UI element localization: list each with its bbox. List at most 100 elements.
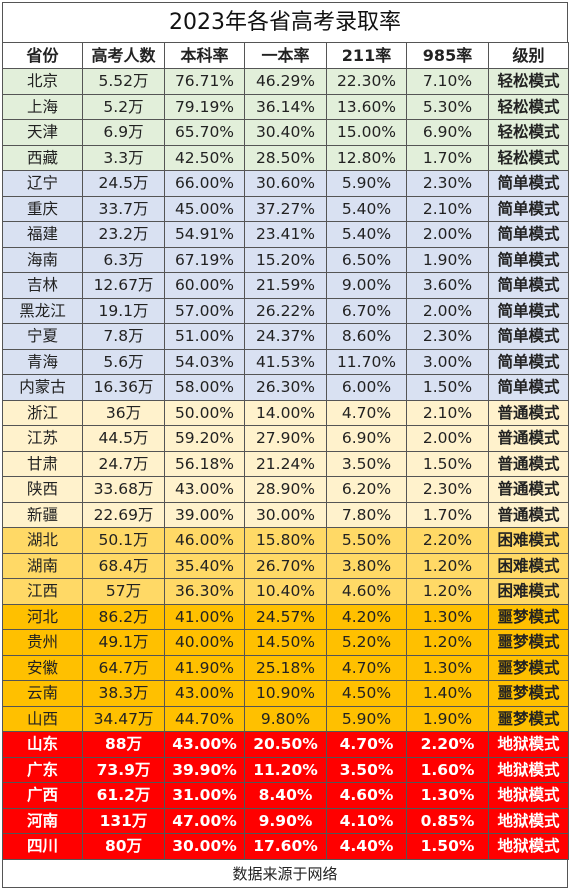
table-row: 天津 6.9万 65.70% 30.40% 15.00% 6.90% 轻松模式 xyxy=(2,119,569,146)
table-row: 江西 57万 36.30% 10.40% 4.60% 1.20% 困难模式 xyxy=(2,578,569,605)
cell-tier1-rate: 20.50% xyxy=(244,731,327,758)
cell-tier1-rate: 26.70% xyxy=(244,552,327,579)
cell-211-rate: 3.80% xyxy=(326,552,407,579)
cell-province: 天津 xyxy=(2,119,83,146)
cell-tier1-rate: 28.50% xyxy=(244,144,327,171)
cell-tier1-rate: 26.22% xyxy=(244,297,327,324)
cell-province: 河北 xyxy=(2,603,83,630)
cell-level: 困难模式 xyxy=(488,578,569,605)
cell-985-rate: 1.20% xyxy=(406,552,489,579)
table-row: 贵州 49.1万 40.00% 14.50% 5.20% 1.20% 噩梦模式 xyxy=(2,629,569,656)
cell-bachelor-rate: 43.00% xyxy=(164,476,245,503)
cell-examinees: 36万 xyxy=(82,399,165,426)
cell-level: 简单模式 xyxy=(488,221,569,248)
cell-985-rate: 1.70% xyxy=(406,501,489,528)
cell-level: 普通模式 xyxy=(488,399,569,426)
cell-level: 简单模式 xyxy=(488,348,569,375)
cell-level: 困难模式 xyxy=(488,527,569,554)
cell-examinees: 57万 xyxy=(82,578,165,605)
cell-examinees: 34.47万 xyxy=(82,705,165,732)
cell-211-rate: 7.80% xyxy=(326,501,407,528)
cell-211-rate: 5.90% xyxy=(326,170,407,197)
cell-level: 困难模式 xyxy=(488,552,569,579)
cell-211-rate: 3.50% xyxy=(326,450,407,477)
cell-level: 简单模式 xyxy=(488,323,569,350)
table-row: 青海 5.6万 54.03% 41.53% 11.70% 3.00% 简单模式 xyxy=(2,348,569,375)
cell-province: 海南 xyxy=(2,246,83,273)
cell-level: 噩梦模式 xyxy=(488,629,569,656)
cell-bachelor-rate: 67.19% xyxy=(164,246,245,273)
cell-211-rate: 4.70% xyxy=(326,731,407,758)
cell-211-rate: 6.90% xyxy=(326,425,407,452)
cell-province: 广西 xyxy=(2,782,83,809)
cell-level: 噩梦模式 xyxy=(488,680,569,707)
cell-level: 噩梦模式 xyxy=(488,705,569,732)
cell-985-rate: 1.50% xyxy=(406,374,489,401)
cell-tier1-rate: 30.40% xyxy=(244,119,327,146)
cell-province: 浙江 xyxy=(2,399,83,426)
cell-211-rate: 9.00% xyxy=(326,272,407,299)
cell-bachelor-rate: 30.00% xyxy=(164,833,245,860)
cell-985-rate: 0.85% xyxy=(406,807,489,834)
cell-985-rate: 3.00% xyxy=(406,348,489,375)
cell-bachelor-rate: 65.70% xyxy=(164,119,245,146)
cell-985-rate: 2.30% xyxy=(406,323,489,350)
cell-examinees: 6.3万 xyxy=(82,246,165,273)
cell-level: 噩梦模式 xyxy=(488,603,569,630)
cell-tier1-rate: 9.80% xyxy=(244,705,327,732)
cell-province: 贵州 xyxy=(2,629,83,656)
table-row: 湖北 50.1万 46.00% 15.80% 5.50% 2.20% 困难模式 xyxy=(2,527,569,554)
cell-bachelor-rate: 50.00% xyxy=(164,399,245,426)
admission-rate-table: 省份 高考人数 本科率 一本率 211率 985率 级别 北京 5.52万 76.7… xyxy=(2,42,569,860)
cell-province: 重庆 xyxy=(2,195,83,222)
cell-tier1-rate: 46.29% xyxy=(244,68,327,95)
cell-examinees: 3.3万 xyxy=(82,144,165,171)
cell-985-rate: 5.30% xyxy=(406,93,489,120)
cell-province: 甘肃 xyxy=(2,450,83,477)
header-tier1-rate: 一本率 xyxy=(244,42,327,69)
table-row: 辽宁 24.5万 66.00% 30.60% 5.90% 2.30% 简单模式 xyxy=(2,170,569,197)
cell-tier1-rate: 11.20% xyxy=(244,756,327,783)
cell-level: 简单模式 xyxy=(488,246,569,273)
cell-985-rate: 2.10% xyxy=(406,195,489,222)
cell-bachelor-rate: 54.03% xyxy=(164,348,245,375)
header-examinees: 高考人数 xyxy=(82,42,165,69)
cell-level: 轻松模式 xyxy=(488,93,569,120)
cell-tier1-rate: 24.37% xyxy=(244,323,327,350)
header-province: 省份 xyxy=(2,42,83,69)
cell-985-rate: 2.30% xyxy=(406,476,489,503)
table-row: 湖南 68.4万 35.40% 26.70% 3.80% 1.20% 困难模式 xyxy=(2,552,569,579)
cell-province: 黑龙江 xyxy=(2,297,83,324)
cell-level: 简单模式 xyxy=(488,272,569,299)
cell-bachelor-rate: 51.00% xyxy=(164,323,245,350)
cell-985-rate: 1.90% xyxy=(406,705,489,732)
cell-province: 内蒙古 xyxy=(2,374,83,401)
cell-province: 安徽 xyxy=(2,654,83,681)
cell-tier1-rate: 23.41% xyxy=(244,221,327,248)
header-bachelor-rate: 本科率 xyxy=(164,42,245,69)
header-985-rate: 985率 xyxy=(406,42,489,69)
cell-tier1-rate: 10.40% xyxy=(244,578,327,605)
cell-province: 江西 xyxy=(2,578,83,605)
cell-211-rate: 6.70% xyxy=(326,297,407,324)
cell-211-rate: 4.50% xyxy=(326,680,407,707)
cell-bachelor-rate: 59.20% xyxy=(164,425,245,452)
table-row: 广东 73.9万 39.90% 11.20% 3.50% 1.60% 地狱模式 xyxy=(2,756,569,783)
table-body: 北京 5.52万 76.71% 46.29% 22.30% 7.10% 轻松模式 上海 5.2万… xyxy=(2,68,569,860)
cell-province: 云南 xyxy=(2,680,83,707)
cell-bachelor-rate: 45.00% xyxy=(164,195,245,222)
cell-985-rate: 7.10% xyxy=(406,68,489,95)
cell-level: 地狱模式 xyxy=(488,807,569,834)
cell-211-rate: 4.20% xyxy=(326,603,407,630)
cell-985-rate: 1.30% xyxy=(406,603,489,630)
cell-examinees: 44.5万 xyxy=(82,425,165,452)
cell-bachelor-rate: 54.91% xyxy=(164,221,245,248)
cell-bachelor-rate: 42.50% xyxy=(164,144,245,171)
cell-province: 山东 xyxy=(2,731,83,758)
cell-bachelor-rate: 41.90% xyxy=(164,654,245,681)
table-row: 山西 34.47万 44.70% 9.80% 5.90% 1.90% 噩梦模式 xyxy=(2,705,569,732)
cell-211-rate: 6.50% xyxy=(326,246,407,273)
cell-examinees: 22.69万 xyxy=(82,501,165,528)
cell-level: 轻松模式 xyxy=(488,119,569,146)
table-row: 浙江 36万 50.00% 14.00% 4.70% 2.10% 普通模式 xyxy=(2,399,569,426)
